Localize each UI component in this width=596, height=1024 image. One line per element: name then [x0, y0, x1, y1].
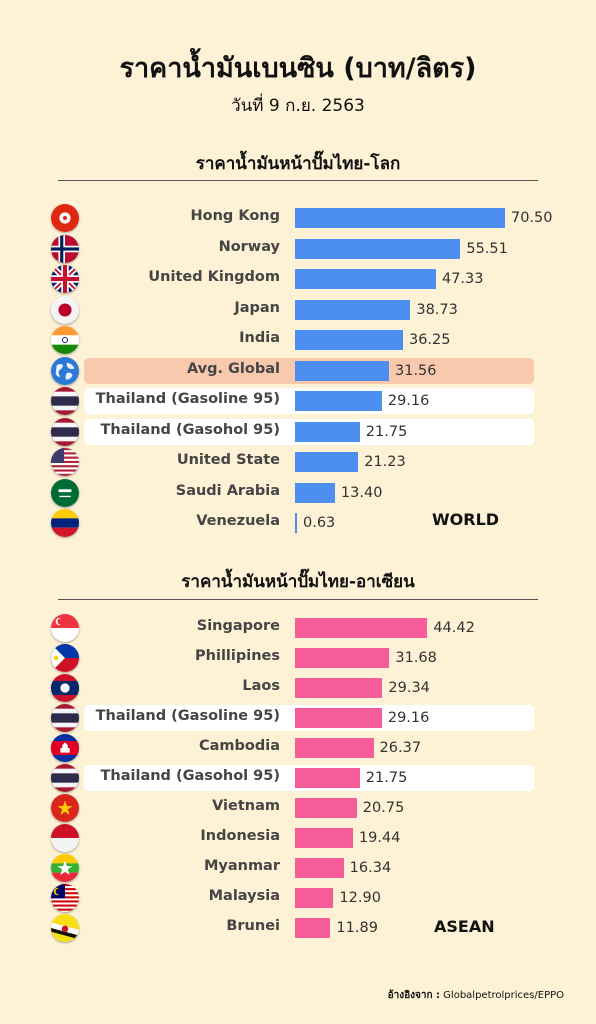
world-bar-avg-global	[295, 360, 389, 381]
world-label-thailand-gasohol-95: Thailand (Gasohol 95)	[100, 421, 281, 438]
world-bar-japan	[295, 299, 411, 320]
globe-icon	[51, 356, 79, 385]
world-label-united-kingdom: United Kingdom	[148, 269, 280, 285]
world-label-thailand-gasoline-95: Thailand (Gasoline 95)	[95, 391, 280, 407]
asean-label-cambodia: Cambodia	[198, 738, 280, 754]
asean-label-thailand-gasohol-95: Thailand (Gasohol 95)	[100, 768, 281, 784]
world-bar-venezuela	[295, 513, 297, 533]
world-bar-united-kingdom	[295, 269, 436, 289]
asean-bar-laos	[295, 678, 383, 698]
asean-value-thailand-gasoline-95: 29.16	[387, 710, 430, 726]
world-divider	[58, 180, 538, 181]
asean-bar-thailand-gasohol-95	[295, 768, 360, 788]
asean-label-malaysia: Malaysia	[208, 888, 280, 904]
asean-value-myanmar: 16.34	[349, 860, 392, 876]
norway-flag	[51, 234, 79, 263]
world-value-avg-global: 31.56	[395, 362, 437, 379]
world-bar-india	[295, 330, 403, 350]
asean-label-indonesia: Indonesia	[200, 828, 280, 844]
philippines-flag	[51, 644, 79, 672]
world-bar-thailand-gasoline-95	[295, 391, 382, 411]
saudi-arabia-flag	[51, 478, 79, 507]
asean-label-singapore: Singapore	[196, 618, 280, 634]
asean-value-laos: 29.34	[388, 680, 430, 696]
asean-value-vietnam: 20.75	[362, 800, 405, 816]
hong-kong-flag	[51, 204, 79, 232]
cambodia-flag	[51, 734, 79, 762]
asean-value-cambodia: 26.37	[379, 740, 422, 756]
asean-value-thailand-gasohol-95: 21.75	[365, 770, 408, 786]
myanmar-flag	[51, 854, 79, 882]
asean-tag: ASEAN	[434, 917, 495, 936]
world-bar-united-state	[295, 452, 359, 472]
thailand-flag	[51, 417, 79, 446]
thailand-flag	[51, 704, 79, 732]
laos-flag	[51, 674, 79, 702]
asean-value-indonesia: 19.44	[358, 830, 401, 846]
asean-bar-malaysia	[295, 888, 334, 908]
asean-value-singapore: 44.42	[433, 620, 475, 636]
asean-value-phillipines: 31.68	[395, 650, 437, 666]
world-label-norway: Norway	[218, 238, 280, 255]
world-value-thailand-gasohol-95: 21.75	[365, 423, 408, 440]
vietnam-flag	[51, 794, 79, 822]
world-value-thailand-gasoline-95: 29.16	[387, 393, 430, 409]
world-value-venezuela: 0.63	[303, 515, 336, 531]
asean-label-phillipines: Phillipines	[195, 648, 280, 664]
asean-bar-vietnam	[295, 798, 357, 818]
asean-bar-phillipines	[295, 648, 390, 668]
asean-value-brunei: 11.89	[336, 920, 378, 936]
asean-label-brunei: Brunei	[226, 918, 280, 934]
world-label-india: India	[239, 330, 280, 346]
singapore-flag	[51, 614, 79, 642]
world-bar-hong-kong	[295, 208, 505, 228]
world-value-norway: 55.51	[466, 240, 508, 257]
asean-label-thailand-gasoline-95: Thailand (Gasoline 95)	[95, 708, 280, 724]
world-label-saudi-arabia: Saudi Arabia	[175, 482, 280, 499]
world-label-avg-global: Avg. Global	[186, 360, 280, 377]
world-label-hong-kong: Hong Kong	[190, 208, 281, 224]
thailand-flag	[51, 387, 79, 415]
japan-flag	[51, 295, 79, 324]
asean-bar-brunei	[295, 918, 331, 938]
venezuela-flag	[51, 509, 79, 537]
asean-label-laos: Laos	[242, 678, 280, 694]
world-label-venezuela: Venezuela	[196, 513, 280, 529]
asean-divider	[58, 599, 538, 600]
page-title: ราคาน้ำมันเบนซิน (บาท/ลิตร)	[119, 53, 477, 84]
asean-section-title: ราคาน้ำมันหน้าปั๊มไทย-อาเซียน	[181, 572, 415, 592]
thailand-flag	[51, 764, 79, 792]
asean-label-myanmar: Myanmar	[203, 858, 280, 874]
asean-bar-myanmar	[295, 858, 344, 878]
world-bar-saudi-arabia	[295, 482, 335, 503]
world-label-japan: Japan	[234, 299, 280, 316]
asean-bar-thailand-gasoline-95	[295, 708, 382, 728]
asean-value-malaysia: 12.90	[339, 890, 381, 906]
source-text: Globalpetrolprices/EPPO	[443, 990, 564, 1001]
world-tag: WORLD	[432, 510, 500, 529]
asean-label-vietnam: Vietnam	[212, 798, 280, 814]
asean-bar-indonesia	[295, 828, 353, 848]
usa-flag	[51, 448, 79, 476]
world-value-united-kingdom: 47.33	[441, 271, 484, 287]
asean-bar-singapore	[295, 618, 428, 638]
world-bar-thailand-gasohol-95	[295, 421, 360, 442]
world-bar-norway	[295, 238, 461, 259]
world-value-saudi-arabia: 13.40	[340, 484, 383, 501]
malaysia-flag	[51, 884, 79, 912]
world-value-hong-kong: 70.50	[511, 210, 553, 226]
world-value-japan: 38.73	[416, 301, 458, 318]
world-section-title: ราคาน้ำมันหน้าปั๊มไทย-โลก	[195, 154, 401, 174]
source-note: อ้างอิงจาก : Globalpetrolprices/EPPO	[388, 988, 564, 1003]
asean-bar-cambodia	[295, 738, 374, 758]
indonesia-flag	[51, 824, 79, 852]
brunei-flag	[51, 914, 79, 942]
india-flag	[51, 326, 79, 354]
world-label-united-state: United State	[176, 452, 280, 468]
world-value-united-state: 21.23	[364, 454, 406, 470]
world-value-india: 36.25	[408, 332, 451, 348]
uk-flag	[51, 265, 79, 293]
source-label: อ้างอิงจาก :	[387, 990, 440, 1001]
page-subtitle: วันที่ 9 ก.ย. 2563	[231, 96, 365, 116]
